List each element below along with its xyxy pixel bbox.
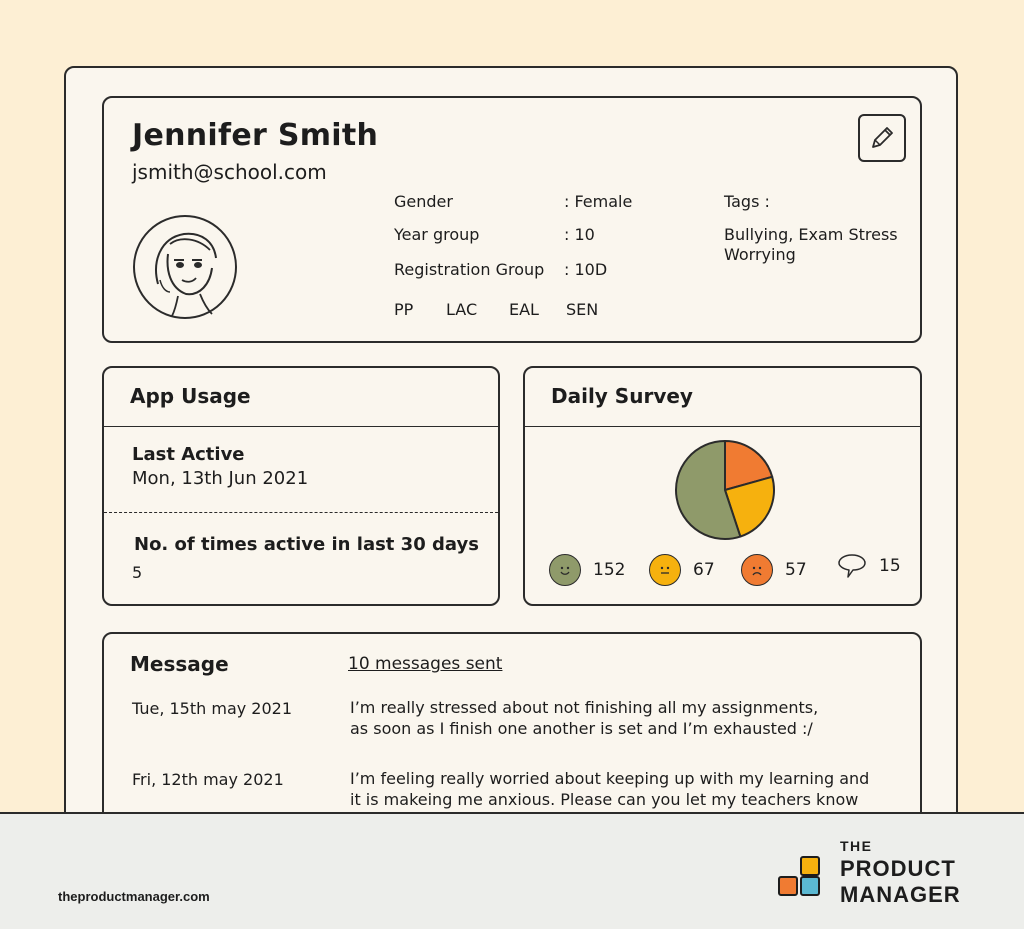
dashed-divider — [104, 512, 498, 513]
flag-sen: SEN — [566, 300, 599, 319]
flag-lac: LAC — [446, 300, 478, 319]
times-active-value: 5 — [132, 563, 143, 582]
site-url[interactable]: theproductmanager.com — [58, 889, 210, 904]
app-usage-card: App Usage Last Active Mon, 13th Jun 2021… — [102, 366, 500, 606]
last-active-value: Mon, 13th Jun 2021 — [132, 468, 309, 489]
gender-label: Gender — [394, 192, 453, 211]
message-date: Tue, 15th may 2021 — [132, 699, 293, 718]
tags-value: Bullying, Exam Stress Worrying — [724, 225, 914, 265]
message-line: I’m feeling really worried about keeping… — [350, 769, 870, 788]
times-active-label: No. of times active in last 30 days — [134, 534, 479, 555]
tags-line-2: Worrying — [724, 245, 796, 264]
registration-group-label: Registration Group — [394, 260, 545, 279]
logo-the: THE — [840, 838, 873, 854]
message-text: I’m really stressed about not finishing … — [350, 697, 910, 739]
student-email: jsmith@school.com — [132, 160, 327, 184]
app-usage-title: App Usage — [130, 384, 251, 408]
neutral-count: 67 — [693, 560, 715, 580]
the-product-manager-logo: THE PRODUCT MANAGER — [778, 838, 978, 918]
logo-manager: MANAGER — [840, 882, 961, 907]
messages-sent-link[interactable]: 10 messages sent — [348, 654, 503, 674]
comments-count: 15 — [879, 556, 901, 576]
daily-survey-title: Daily Survey — [551, 384, 693, 408]
edit-profile-button[interactable] — [858, 114, 906, 162]
message-title: Message — [130, 652, 229, 676]
happy-count: 152 — [593, 560, 626, 580]
flag-eal: EAL — [509, 300, 539, 319]
logo-square-blue — [800, 876, 820, 896]
sad-face-icon — [741, 554, 773, 586]
footer: theproductmanager.com THE PRODUCT MANAGE… — [0, 812, 1024, 929]
year-group-value: : 10 — [564, 225, 595, 244]
student-avatar — [133, 215, 237, 319]
message-date: Fri, 12th may 2021 — [132, 770, 284, 789]
comments-stat: 15 — [837, 552, 901, 580]
tags-label: Tags : — [724, 192, 770, 211]
neutral-stat: 67 — [649, 554, 715, 586]
happy-stat: 152 — [549, 554, 625, 586]
pencil-icon — [872, 127, 893, 148]
neutral-face-icon — [649, 554, 681, 586]
registration-group-value: : 10D — [564, 260, 608, 279]
message-line: I’m really stressed about not finishing … — [350, 698, 819, 717]
mood-pie-chart — [675, 440, 775, 540]
daily-survey-card: Daily Survey 152 67 57 15 — [523, 366, 922, 606]
tags-line-1: Bullying, Exam Stress — [724, 225, 898, 244]
message-line: it is makeing me anxious. Please can you… — [350, 790, 859, 809]
happy-face-icon — [549, 554, 581, 586]
sad-count: 57 — [785, 560, 807, 580]
speech-bubble-icon — [838, 554, 866, 578]
sad-stat: 57 — [741, 554, 807, 586]
pie-slice-happy — [675, 440, 742, 540]
gender-value: : Female — [564, 192, 633, 211]
logo-product: PRODUCT — [840, 856, 956, 881]
logo-square-orange — [778, 876, 798, 896]
divider — [104, 426, 498, 427]
message-text: I’m feeling really worried about keeping… — [350, 768, 910, 810]
flag-pp: PP — [394, 300, 414, 319]
student-name: Jennifer Smith — [132, 118, 379, 153]
pie-slice-neutral — [724, 475, 775, 538]
year-group-label: Year group — [394, 225, 480, 244]
pie-slice-sad — [724, 440, 774, 491]
profile-card: Jennifer Smith jsmith@school.com Gender … — [102, 96, 922, 343]
logo-square-yellow — [800, 856, 820, 876]
last-active-label: Last Active — [132, 444, 245, 465]
divider — [525, 426, 920, 427]
message-line: as soon as I finish one another is set a… — [350, 719, 813, 738]
